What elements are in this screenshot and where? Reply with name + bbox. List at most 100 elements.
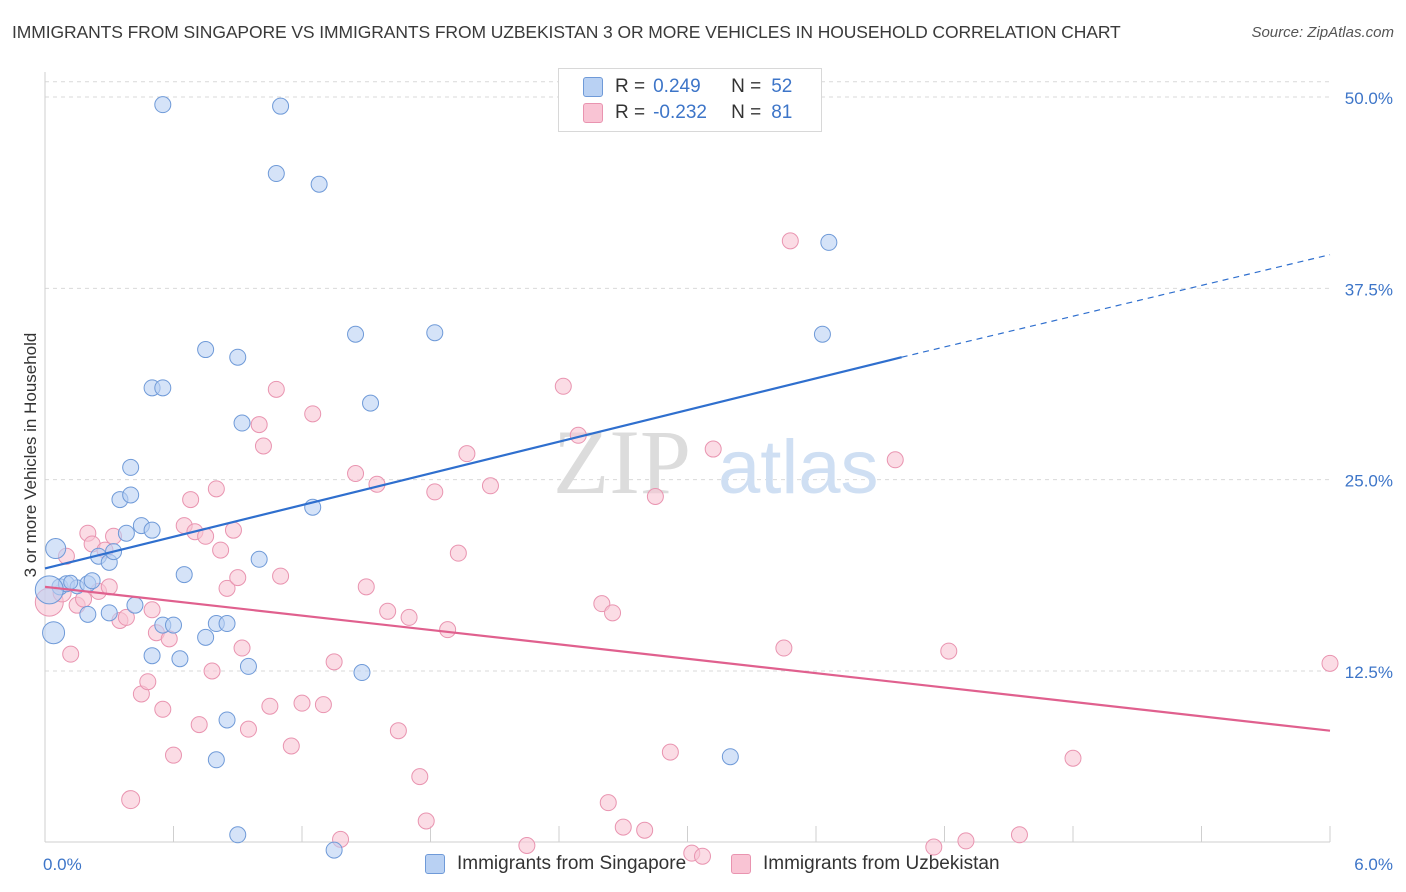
- uzbekistan-point: [212, 541, 230, 559]
- uzbekistan-point: [458, 445, 476, 463]
- trend-lines: [44, 254, 1331, 732]
- singapore-point: [165, 616, 182, 634]
- singapore-point: [122, 486, 140, 504]
- singapore-point: [126, 596, 144, 614]
- series-legend-label-uzbekistan: Immigrants from Uzbekistan: [763, 853, 1000, 874]
- series-legend-label-singapore: Immigrants from Singapore: [457, 853, 687, 874]
- legend-n-value: 81: [771, 102, 793, 123]
- watermark-atlas: atlas: [718, 425, 879, 510]
- uzbekistan-point: [325, 653, 343, 671]
- chart-title: IMMIGRANTS FROM SINGAPORE VS IMMIGRANTS …: [12, 22, 1121, 42]
- singapore-point: [310, 175, 328, 193]
- series-singapore-points: [34, 96, 838, 859]
- legend-n-label: N =: [731, 102, 762, 123]
- singapore-point: [362, 394, 380, 412]
- tick-labels: 12.5% 25.0% 37.5% 50.0% 0.0% 6.0%: [43, 89, 1393, 874]
- uzbekistan-point: [599, 794, 617, 812]
- correlation-legend: R = 0.249 N = 52 R = -0.232 N = 81: [558, 68, 822, 132]
- singapore-point: [721, 748, 739, 766]
- legend-r-value: 0.249: [653, 76, 701, 97]
- uzbekistan-point: [636, 821, 654, 839]
- series-legend-singapore: Immigrants from Singapore: [425, 852, 686, 876]
- uzbekistan-point: [614, 818, 632, 836]
- legend-n-label: N =: [731, 76, 762, 97]
- singapore-point: [267, 165, 285, 183]
- legend-swatch-uzbekistan: [583, 103, 603, 123]
- legend-row-uzbekistan: R = -0.232 N = 81: [583, 101, 792, 125]
- series-legend-swatch-uzbekistan: [731, 854, 751, 874]
- uzbekistan-point: [481, 477, 499, 495]
- legend-swatch-singapore: [583, 77, 603, 97]
- singapore-point: [117, 524, 135, 542]
- uzbekistan-point: [518, 836, 536, 854]
- uzbekistan-point: [886, 451, 904, 469]
- singapore-point: [347, 325, 365, 343]
- legend-row-singapore: R = 0.249 N = 52: [583, 75, 792, 99]
- uzbekistan-point: [254, 437, 272, 455]
- singapore-trend-extension: [901, 254, 1331, 358]
- uzbekistan-point: [267, 380, 285, 398]
- uzbekistan-point: [272, 567, 290, 585]
- uzbekistan-point: [293, 694, 311, 712]
- singapore-point: [207, 751, 225, 769]
- y-axis-label: 3 or more Vehicles in Household: [21, 333, 40, 578]
- x-tick-label: 6.0%: [1354, 855, 1393, 874]
- uzbekistan-point: [139, 673, 157, 691]
- singapore-point: [197, 628, 215, 646]
- y-tick-label: 12.5%: [1345, 663, 1393, 682]
- uzbekistan-point: [646, 488, 664, 506]
- singapore-point: [79, 605, 97, 623]
- uzbekistan-point: [1010, 826, 1028, 844]
- singapore-trend-line: [44, 356, 902, 570]
- uzbekistan-point: [379, 602, 397, 620]
- singapore-point: [325, 841, 343, 859]
- uzbekistan-point: [417, 812, 435, 830]
- y-tick-label: 50.0%: [1345, 89, 1393, 108]
- uzbekistan-point: [121, 790, 141, 810]
- uzbekistan-point: [314, 696, 332, 714]
- uzbekistan-point: [143, 601, 161, 619]
- uzbekistan-point: [282, 737, 300, 755]
- singapore-point: [426, 324, 444, 342]
- uzbekistan-point: [304, 405, 322, 423]
- uzbekistan-point: [347, 465, 365, 483]
- singapore-point: [63, 574, 79, 590]
- singapore-point: [820, 233, 838, 251]
- singapore-point: [122, 458, 140, 476]
- singapore-point: [143, 521, 161, 539]
- uzbekistan-point: [357, 578, 375, 596]
- uzbekistan-point: [165, 746, 182, 764]
- legend-r-label: R =: [615, 102, 646, 123]
- uzbekistan-trend-line: [44, 585, 1331, 732]
- singapore-point: [218, 615, 236, 633]
- uzbekistan-point: [704, 440, 722, 458]
- singapore-point: [218, 711, 236, 729]
- uzbekistan-point: [233, 639, 251, 657]
- uzbekistan-point: [411, 768, 429, 786]
- uzbekistan-point: [229, 569, 247, 587]
- uzbekistan-point: [957, 832, 975, 850]
- singapore-point: [175, 566, 193, 584]
- singapore-point: [45, 538, 67, 560]
- singapore-point: [353, 664, 371, 682]
- singapore-point: [197, 341, 215, 359]
- uzbekistan-point: [604, 604, 622, 622]
- uzbekistan-point: [1321, 654, 1339, 672]
- y-tick-label: 37.5%: [1345, 280, 1393, 299]
- uzbekistan-point: [239, 720, 257, 738]
- singapore-point: [239, 657, 257, 675]
- legend-r-value: -0.232: [653, 102, 707, 123]
- uzbekistan-point: [426, 483, 444, 501]
- uzbekistan-point: [154, 700, 172, 718]
- x-tick-label: 0.0%: [43, 855, 82, 874]
- uzbekistan-point: [400, 608, 418, 626]
- uzbekistan-point: [218, 579, 236, 597]
- uzbekistan-point: [449, 544, 467, 562]
- singapore-point: [83, 572, 101, 590]
- uzbekistan-point: [439, 621, 457, 639]
- uzbekistan-point: [261, 697, 279, 715]
- uzbekistan-point: [661, 743, 679, 761]
- uzbekistan-point: [925, 838, 943, 856]
- uzbekistan-point: [190, 716, 208, 734]
- uzbekistan-point: [1064, 749, 1082, 767]
